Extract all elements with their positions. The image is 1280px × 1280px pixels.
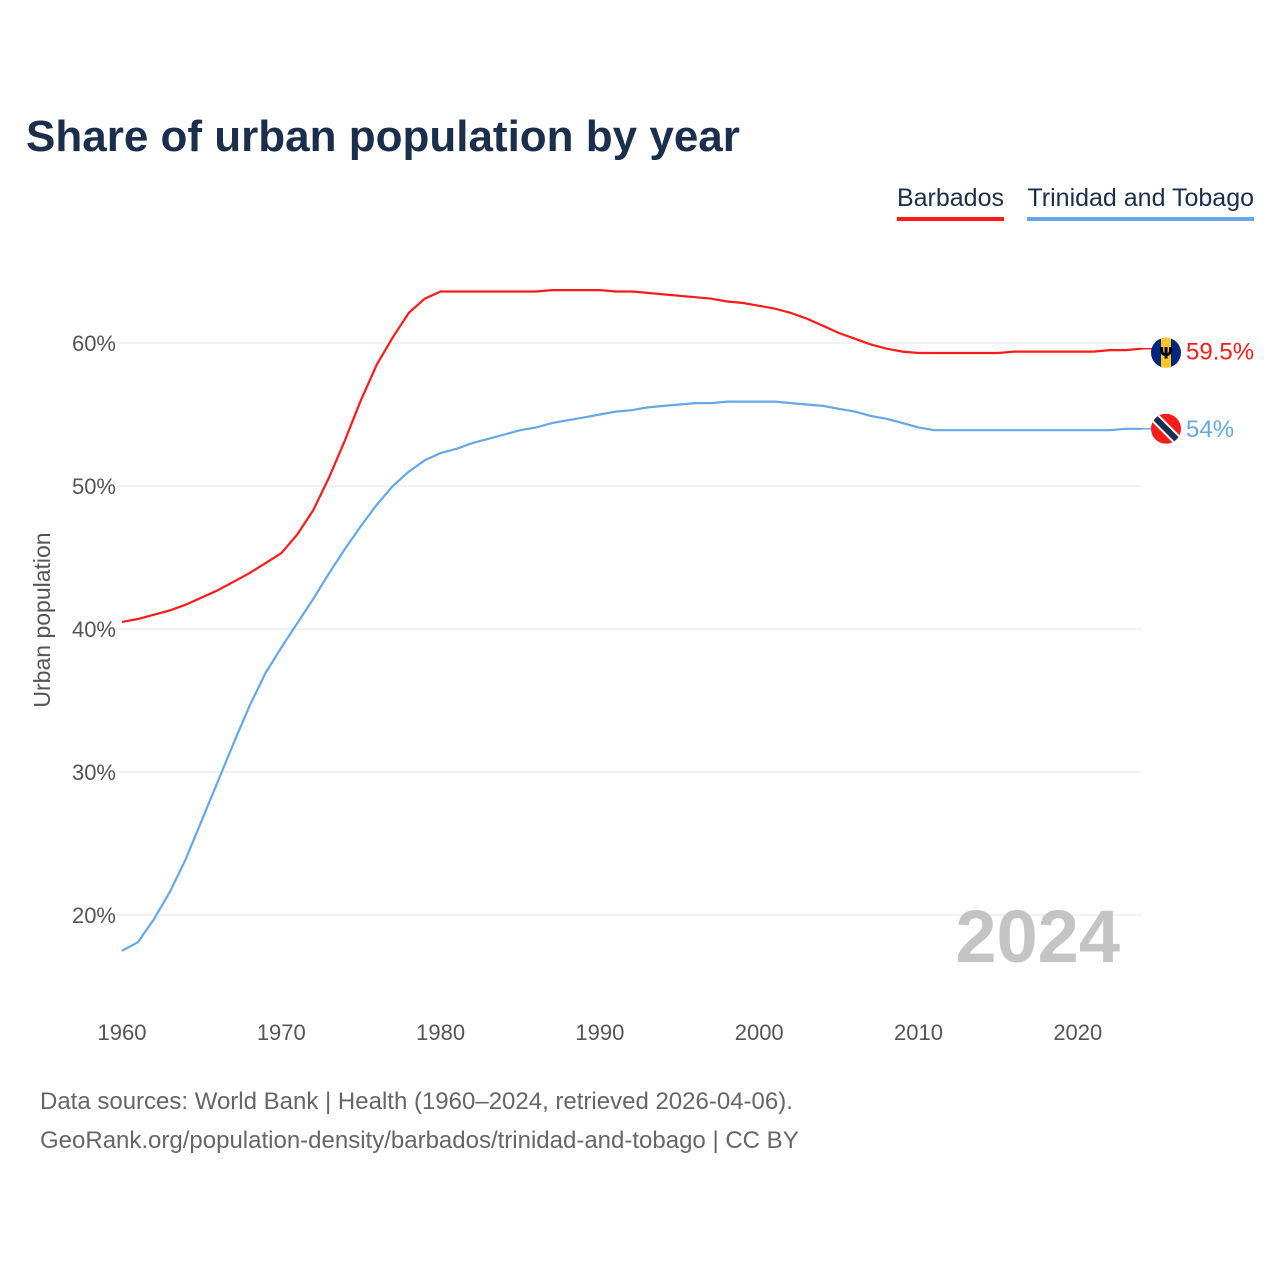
y-axis-label: Urban population: [29, 532, 55, 707]
year-watermark: 2024: [955, 895, 1120, 978]
x-tick-label: 2020: [1053, 1020, 1102, 1045]
source-line-2[interactable]: GeoRank.org/population-density/barbados/…: [40, 1127, 799, 1154]
source-line-1: Data sources: World Bank | Health (1960–…: [40, 1088, 793, 1115]
y-tick-label: 20%: [72, 903, 116, 928]
legend-barbados[interactable]: Barbados: [896, 184, 1004, 221]
x-tick-label: 1960: [98, 1020, 147, 1045]
barbados-flag-stripe: [1161, 337, 1171, 368]
x-tick-label: 2010: [894, 1020, 943, 1045]
y-tick-label: 60%: [72, 331, 116, 356]
chart-title: Share of urban population by year: [26, 112, 740, 161]
y-tick-label: 30%: [72, 760, 116, 785]
x-tick-label: 1990: [575, 1020, 624, 1045]
y-tick-label: 50%: [72, 474, 116, 499]
legend-trinidad[interactable]: Trinidad and Tobago: [1027, 184, 1254, 221]
x-tick-label: 1980: [416, 1020, 465, 1045]
y-tick-label: 40%: [72, 617, 116, 642]
trident-icon: Ψ: [1159, 344, 1173, 363]
x-tick-label: 2000: [735, 1020, 784, 1045]
series-line-trinidad: [121, 400, 1142, 952]
end-value-label: 59.5%: [1186, 339, 1254, 366]
trinidad-flag-black: [1151, 413, 1181, 444]
end-value-label: 54%: [1186, 416, 1234, 443]
series-line-barbados: [121, 289, 1142, 623]
x-tick-label: 1970: [257, 1020, 306, 1045]
